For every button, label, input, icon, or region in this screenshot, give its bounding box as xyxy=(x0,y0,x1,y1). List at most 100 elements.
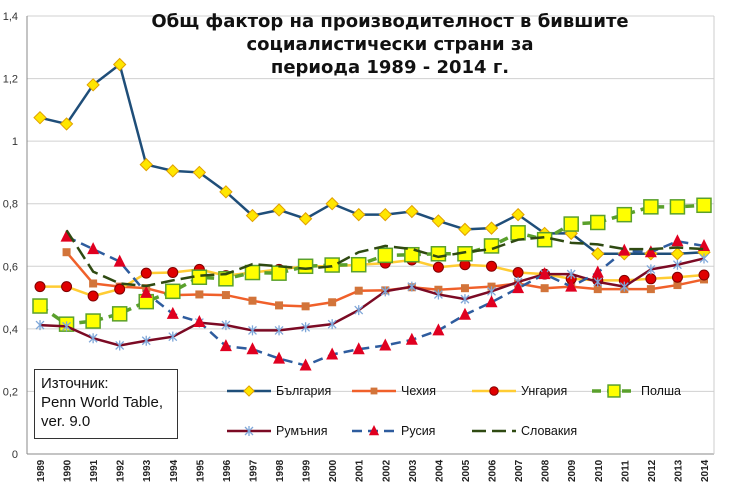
data-point xyxy=(510,225,526,241)
data-point xyxy=(195,290,204,299)
legend-swatch xyxy=(592,384,636,398)
data-point xyxy=(298,212,313,226)
x-tick-label: 1996 xyxy=(222,459,233,482)
data-point xyxy=(244,426,254,436)
data-point xyxy=(619,281,629,292)
data-point xyxy=(221,320,231,331)
x-tick-label: 1994 xyxy=(169,459,180,482)
data-point xyxy=(87,242,100,255)
data-point xyxy=(646,285,655,294)
data-point xyxy=(370,387,378,395)
data-point xyxy=(669,199,686,215)
data-point xyxy=(246,342,259,355)
data-point xyxy=(354,286,363,295)
data-point xyxy=(244,264,261,281)
data-point xyxy=(591,247,605,261)
data-point xyxy=(380,286,390,297)
data-point xyxy=(538,267,551,280)
source-line-1: Източник: xyxy=(41,375,109,392)
legend-item: Чехия xyxy=(350,382,436,400)
x-tick-label: 1992 xyxy=(116,459,127,482)
series-3 xyxy=(32,197,712,332)
legend-label: Унгария xyxy=(521,384,568,398)
data-point xyxy=(115,340,125,351)
data-point xyxy=(85,313,101,329)
data-point xyxy=(141,335,151,346)
data-point xyxy=(271,265,287,281)
x-tick-label: 2010 xyxy=(594,459,605,482)
data-point xyxy=(378,207,392,222)
x-tick-label: 1998 xyxy=(275,459,286,482)
data-point xyxy=(248,296,257,305)
data-point xyxy=(512,281,525,294)
data-point xyxy=(193,314,206,327)
data-point xyxy=(671,271,683,283)
data-point xyxy=(432,261,444,273)
data-point xyxy=(245,208,260,223)
data-point xyxy=(114,283,126,295)
source-line-2: Penn World Table, xyxy=(41,394,164,411)
x-tick-label: 2008 xyxy=(541,459,552,482)
data-point xyxy=(62,321,72,332)
legend-label: Чехия xyxy=(401,384,437,398)
x-tick-label: 2001 xyxy=(355,459,366,482)
y-tick-label: 0,6 xyxy=(3,261,18,273)
x-tick-label: 2002 xyxy=(381,459,392,482)
data-point xyxy=(111,306,128,322)
x-tick-label: 2004 xyxy=(434,459,445,482)
data-point xyxy=(59,117,74,131)
y-tick-label: 0 xyxy=(12,449,18,461)
data-point xyxy=(405,332,418,345)
data-point xyxy=(167,267,179,279)
data-point xyxy=(670,247,685,261)
data-point xyxy=(324,257,340,273)
data-point xyxy=(140,285,153,298)
data-point xyxy=(673,281,682,290)
data-point xyxy=(248,325,257,336)
x-tick-label: 1993 xyxy=(142,459,153,482)
y-tick-label: 1,4 xyxy=(3,11,18,23)
data-point xyxy=(593,276,603,287)
x-tick-label: 1991 xyxy=(89,459,100,482)
data-point xyxy=(272,203,286,217)
data-point xyxy=(299,358,312,371)
source-annotation: Източник: Penn World Table, ver. 9.0 xyxy=(34,369,178,439)
x-tick-label: 2000 xyxy=(328,459,339,482)
x-tick-label: 1990 xyxy=(63,459,74,482)
data-point xyxy=(511,207,525,222)
data-point xyxy=(407,281,417,292)
x-tick-label: 2013 xyxy=(673,459,684,482)
data-point xyxy=(325,197,339,211)
series-line xyxy=(65,229,705,288)
data-point xyxy=(89,279,98,288)
data-point xyxy=(405,204,419,219)
data-point xyxy=(354,305,364,316)
data-point xyxy=(301,302,310,311)
legend-label: Русия xyxy=(401,424,436,438)
data-point xyxy=(644,245,657,258)
data-point xyxy=(328,298,337,307)
data-point xyxy=(62,248,71,257)
data-point xyxy=(616,206,633,223)
data-point xyxy=(350,256,367,273)
data-point xyxy=(60,229,73,242)
legend-swatch xyxy=(352,387,396,395)
series-4 xyxy=(35,253,709,351)
data-point xyxy=(219,185,233,199)
y-tick-label: 0,8 xyxy=(3,199,18,211)
title-line-1: Общ фактор на производителност в бившите… xyxy=(151,11,629,55)
x-tick-label: 2009 xyxy=(567,459,578,482)
legend-item: Полша xyxy=(590,382,681,400)
data-point xyxy=(646,264,656,275)
series-6 xyxy=(65,229,705,288)
data-point xyxy=(379,338,392,351)
data-point xyxy=(563,216,579,232)
legend-item: Русия xyxy=(350,422,435,440)
legend-swatch xyxy=(227,426,271,436)
data-point xyxy=(61,281,73,293)
data-point xyxy=(32,298,48,314)
data-point xyxy=(221,291,230,300)
legend-item: Унгария xyxy=(470,382,567,400)
data-point xyxy=(607,384,621,398)
data-point xyxy=(139,157,153,172)
